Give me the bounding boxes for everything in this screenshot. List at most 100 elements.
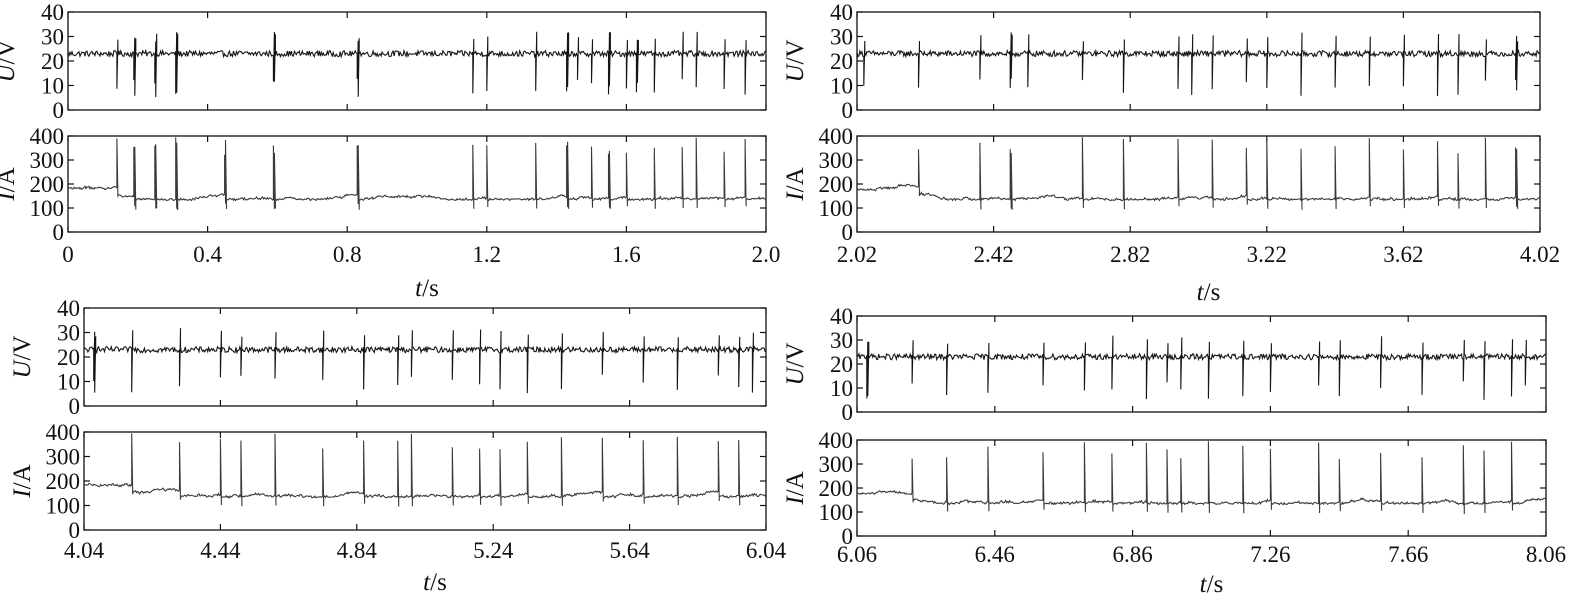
voltage-waveform <box>84 328 767 394</box>
current-axis-var: I <box>782 191 809 202</box>
current-plot-frame <box>83 431 767 531</box>
voltage-ytick-label: 0 <box>69 394 81 419</box>
current-waveform <box>67 137 767 211</box>
x-tick-label: 1.6 <box>612 242 641 267</box>
voltage-axis-var: U <box>0 63 20 83</box>
voltage-axis-var: U <box>9 359 36 379</box>
x-axis-var: t <box>423 569 431 595</box>
voltage-ytick-label: 10 <box>57 370 80 395</box>
voltage-ytick-label: 40 <box>57 296 80 321</box>
current-waveform <box>856 137 1541 210</box>
voltage-waveform <box>67 31 767 98</box>
voltage-ytick-label: 30 <box>41 25 64 50</box>
voltage-waveform <box>856 32 1541 97</box>
current-ytick-label: 100 <box>30 196 65 221</box>
voltage-axis-label: U/V <box>0 39 20 82</box>
current-ytick-label: 100 <box>819 500 854 525</box>
x-axis-unit: /s <box>1204 279 1221 306</box>
x-axis-var: t <box>415 275 423 302</box>
voltage-ytick-label: 0 <box>842 98 854 123</box>
current-ytick-label: 300 <box>30 148 65 173</box>
voltage-waveform <box>856 335 1547 400</box>
current-ytick-label: 200 <box>819 172 854 197</box>
voltage-axis-var: U <box>782 63 809 83</box>
voltage-ytick-label: 20 <box>830 49 853 74</box>
voltage-axis-label: U/V <box>782 39 809 82</box>
voltage-ytick-label: 40 <box>830 0 853 25</box>
current-axis-var: I <box>0 191 20 202</box>
current-ytick-label: 100 <box>819 196 854 221</box>
x-tick-label: 6.46 <box>975 542 1015 567</box>
current-ytick-label: 200 <box>46 469 81 494</box>
voltage-ytick-label: 40 <box>830 304 853 329</box>
current-waveform <box>856 441 1547 515</box>
x-tick-label: 6.04 <box>746 538 787 563</box>
x-axis-unit: /s <box>1207 571 1224 595</box>
current-axis-unit: /A <box>9 464 36 489</box>
voltage-plot-frame <box>83 307 767 407</box>
current-ytick-label: 400 <box>819 124 854 149</box>
voltage-axis-unit: /V <box>782 342 809 367</box>
current-ytick-label: 100 <box>46 494 81 519</box>
voltage-ytick-label: 10 <box>41 74 64 99</box>
voltage-axis-unit: /V <box>782 39 809 64</box>
current-ytick-label: 0 <box>53 220 65 245</box>
voltage-ytick-label: 10 <box>830 74 853 99</box>
voltage-axis-unit: /V <box>9 335 36 360</box>
current-plot-frame <box>856 439 1547 537</box>
current-ytick-label: 200 <box>30 172 65 197</box>
current-ytick-label: 300 <box>819 148 854 173</box>
x-tick-label: 2.0 <box>752 242 781 267</box>
current-axis-unit: /A <box>782 471 809 496</box>
current-axis-var: I <box>9 488 36 499</box>
voltage-ytick-label: 20 <box>57 345 80 370</box>
x-axis-label: t/s <box>1197 279 1221 306</box>
x-tick-label: 4.02 <box>1520 242 1560 267</box>
current-axis-unit: /A <box>782 167 809 192</box>
x-tick-label: 4.84 <box>337 538 378 563</box>
current-axis-label: I/A <box>9 464 36 498</box>
voltage-axis-label: U/V <box>782 342 809 385</box>
voltage-ytick-label: 30 <box>830 25 853 50</box>
voltage-ytick-label: 30 <box>830 328 853 353</box>
current-ytick-label: 400 <box>30 124 65 149</box>
current-axis-label: I/A <box>0 167 20 201</box>
current-ytick-label: 200 <box>819 476 854 501</box>
x-tick-label: 0.8 <box>333 242 362 267</box>
x-tick-label: 0.4 <box>193 242 222 267</box>
current-axis-label: I/A <box>782 471 809 505</box>
x-axis-label: t/s <box>423 569 447 595</box>
voltage-ytick-label: 20 <box>830 352 853 377</box>
current-ytick-label: 300 <box>46 445 81 470</box>
current-axis-label: I/A <box>782 167 809 201</box>
x-tick-label: 2.02 <box>837 242 877 267</box>
x-tick-label: 6.86 <box>1112 542 1152 567</box>
x-tick-label: 2.82 <box>1110 242 1150 267</box>
voltage-plot-frame <box>856 315 1547 413</box>
voltage-ytick-label: 20 <box>41 49 64 74</box>
current-ytick-label: 300 <box>819 452 854 477</box>
x-tick-label: 6.06 <box>837 542 877 567</box>
current-ytick-label: 0 <box>69 518 81 543</box>
voltage-ytick-label: 10 <box>830 376 853 401</box>
current-axis-var: I <box>782 495 809 506</box>
x-axis-unit: /s <box>430 569 447 595</box>
x-tick-label: 7.26 <box>1250 542 1290 567</box>
current-axis-unit: /A <box>0 167 20 192</box>
x-axis-label: t/s <box>415 275 439 302</box>
x-axis-var: t <box>1197 279 1205 306</box>
current-ytick-label: 0 <box>842 220 854 245</box>
x-tick-label: 1.2 <box>472 242 501 267</box>
